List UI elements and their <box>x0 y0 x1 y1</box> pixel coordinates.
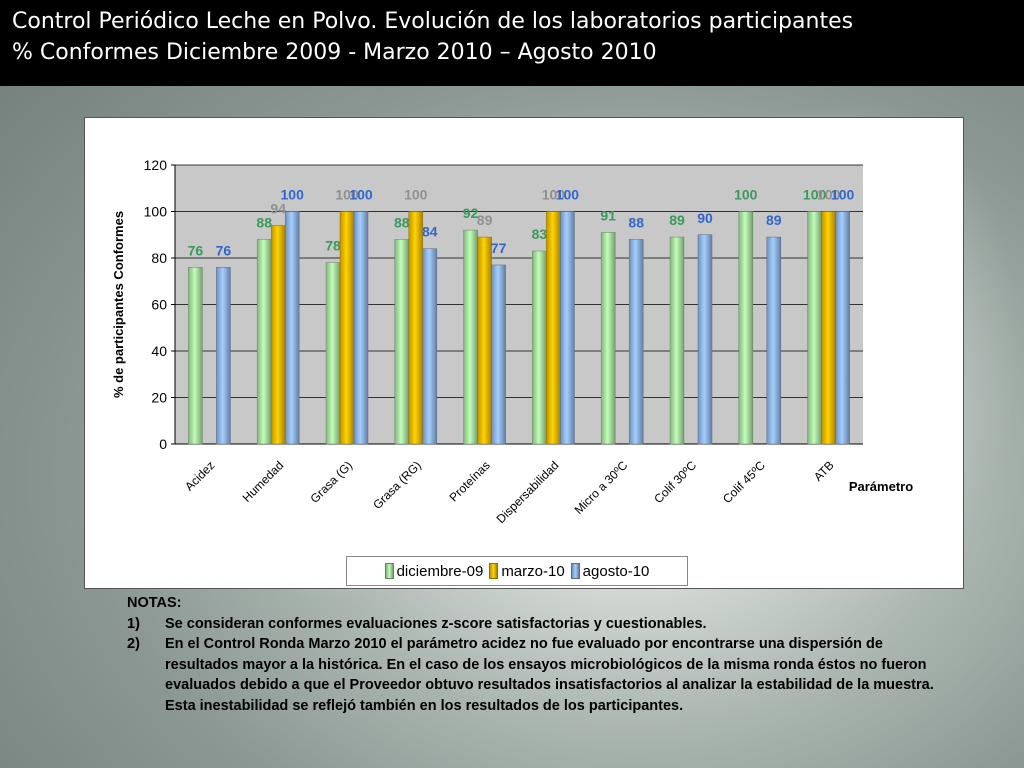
bar <box>738 211 754 445</box>
note-item: 2) En el Control Ronda Marzo 2010 el par… <box>127 634 947 716</box>
x-axis-label: Parámetro <box>849 479 913 494</box>
x-tick-label: Humedad <box>240 458 287 505</box>
note-text: Se consideran conformes evaluaciones z-s… <box>165 615 707 632</box>
x-tick-label: Colif 30ºC <box>651 458 699 506</box>
title-bar: Control Periódico Leche en Polvo. Evoluc… <box>0 0 1024 86</box>
x-tick-label: Dispersabilidad <box>494 458 562 526</box>
data-label: 78 <box>325 238 341 254</box>
data-label: 88 <box>256 214 272 230</box>
legend-swatch <box>384 563 394 579</box>
y-tick-label: 0 <box>159 436 167 452</box>
page-title: Control Periódico Leche en Polvo. Evoluc… <box>12 9 854 34</box>
data-label: 91 <box>600 207 616 223</box>
y-tick-label: 60 <box>151 297 167 313</box>
y-tick-label: 40 <box>151 343 167 359</box>
data-label: 84 <box>422 224 438 240</box>
data-label: 88 <box>628 214 644 230</box>
x-tick-label: Grasa (G) <box>308 458 356 506</box>
legend-swatch <box>489 563 499 579</box>
bar <box>821 211 836 445</box>
data-label: 100 <box>734 187 758 203</box>
data-label: 92 <box>463 205 479 221</box>
x-tick-label: Colif 45ºC <box>720 458 768 506</box>
x-tick-label: Micro a 30ºC <box>572 458 631 517</box>
y-tick-label: 80 <box>151 250 167 266</box>
bar <box>697 234 713 445</box>
notes-heading: NOTAS: <box>127 595 182 611</box>
bar <box>394 239 410 445</box>
bar <box>600 232 616 445</box>
x-tick-label: Proteínas <box>446 458 492 504</box>
bar <box>766 236 782 445</box>
legend-label: marzo-10 <box>501 562 565 580</box>
bar <box>408 211 424 445</box>
notes-section: NOTAS: 1) Se consideran conformes evalua… <box>127 593 947 716</box>
bar <box>339 211 355 445</box>
legend-item: agosto-10 <box>570 562 650 580</box>
legend-item: marzo-10 <box>489 562 565 580</box>
note-number: 2) <box>127 636 140 652</box>
bar <box>216 267 231 445</box>
legend-label: diciembre-09 <box>396 562 484 580</box>
bar <box>546 211 561 445</box>
chart-panel: 0 20 40 60 80 100 120 % de participantes Confor… <box>84 117 964 589</box>
bar <box>270 225 286 445</box>
bar <box>477 236 492 445</box>
data-label: 94 <box>270 200 286 216</box>
x-tick-label: Acidez <box>182 458 217 493</box>
bar <box>353 211 369 445</box>
legend-item: diciembre-09 <box>384 562 484 580</box>
data-label: 100 <box>831 187 855 203</box>
legend-swatch <box>570 563 580 579</box>
data-label: 83 <box>532 226 548 242</box>
data-label: 77 <box>491 240 507 256</box>
y-tick-label: 120 <box>144 157 168 173</box>
bar <box>284 211 300 445</box>
data-label: 100 <box>404 187 428 203</box>
data-label: 100 <box>349 187 373 203</box>
data-label: 90 <box>697 210 713 226</box>
bar <box>560 211 575 445</box>
x-tick-label: ATB <box>811 458 837 484</box>
bar <box>532 250 547 445</box>
x-tick-label: Grasa (RG) <box>370 458 424 512</box>
data-label: 76 <box>188 242 204 258</box>
bar <box>325 262 341 445</box>
y-tick-label: 100 <box>144 204 168 220</box>
data-label: 100 <box>803 187 827 203</box>
bar <box>188 267 203 445</box>
bar <box>491 264 506 445</box>
bar <box>463 229 478 445</box>
bar <box>422 248 438 445</box>
data-label: 100 <box>542 187 566 203</box>
data-label: 100 <box>556 187 580 203</box>
bar <box>835 211 850 445</box>
bar <box>807 211 822 445</box>
bar-chart: 0 20 40 60 80 100 120 % de participantes Confor… <box>111 157 913 526</box>
bar <box>256 239 272 445</box>
y-tick-label: 20 <box>151 390 167 406</box>
data-label: 76 <box>216 242 232 258</box>
data-label: 100 <box>335 187 359 203</box>
data-label: 89 <box>766 212 782 228</box>
data-label: 88 <box>394 214 410 230</box>
page-subtitle: % Conformes Diciembre 2009 - Marzo 2010 … <box>12 40 657 65</box>
data-label: 100 <box>281 187 305 203</box>
bar <box>669 236 685 445</box>
chart-legend: diciembre-09 marzo-10 agosto-10 <box>346 556 688 586</box>
data-label: 89 <box>477 212 493 228</box>
note-text: En el Control Ronda Marzo 2010 el paráme… <box>165 636 934 714</box>
note-item: 1) Se consideran conformes evaluaciones … <box>127 614 947 635</box>
y-axis-label: % de participantes Conformes <box>111 211 126 398</box>
data-label: 89 <box>669 212 685 228</box>
data-label: 100 <box>817 187 841 203</box>
bar <box>628 239 644 445</box>
note-number: 1) <box>127 615 140 632</box>
legend-label: agosto-10 <box>582 562 650 580</box>
